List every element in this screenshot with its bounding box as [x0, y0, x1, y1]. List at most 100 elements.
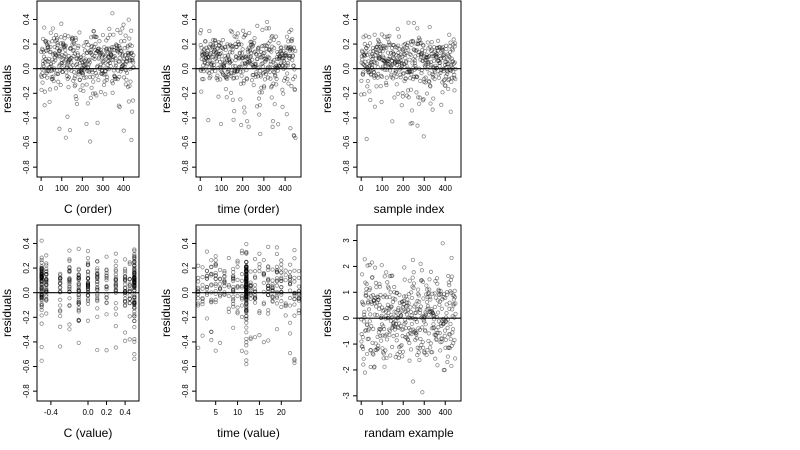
data-point — [39, 275, 44, 280]
data-point — [262, 56, 267, 62]
data-point — [266, 47, 271, 52]
data-point — [120, 59, 126, 64]
data-point — [253, 61, 258, 66]
data-point — [420, 390, 425, 395]
data-point — [200, 286, 205, 292]
data-point — [69, 37, 75, 42]
data-point — [374, 45, 380, 50]
x-tick-label: 0 — [359, 184, 364, 193]
data-point — [222, 45, 228, 50]
data-point — [204, 45, 209, 50]
data-point — [410, 61, 415, 66]
data-point — [40, 46, 45, 51]
data-point — [254, 52, 259, 57]
y-tick-label: -2 — [342, 366, 351, 374]
data-point — [104, 300, 109, 305]
data-point — [414, 75, 419, 80]
data-point — [211, 62, 217, 68]
data-point — [433, 63, 438, 68]
data-point — [228, 73, 233, 78]
data-point — [239, 272, 245, 277]
data-point — [432, 304, 438, 310]
data-point — [105, 35, 110, 41]
data-point — [132, 277, 137, 282]
data-point — [287, 303, 293, 308]
data-point — [418, 336, 423, 342]
data-point — [198, 31, 203, 36]
data-point — [439, 102, 444, 107]
data-point — [397, 46, 402, 52]
data-point — [205, 62, 210, 67]
data-point — [54, 32, 59, 38]
data-point — [244, 279, 249, 284]
data-point — [115, 27, 120, 33]
data-point — [219, 51, 224, 56]
data-point — [109, 79, 115, 84]
data-point — [201, 77, 206, 82]
data-point — [362, 257, 367, 262]
data-point — [276, 63, 282, 69]
data-point — [242, 54, 247, 59]
data-point — [446, 86, 451, 92]
data-point — [101, 59, 106, 64]
y-tick-label: -0.4 — [181, 110, 190, 124]
data-point — [51, 67, 57, 72]
data-point — [290, 53, 296, 58]
data-point — [422, 58, 428, 63]
data-point — [55, 43, 60, 48]
x-tick-label: 0.4 — [120, 408, 132, 417]
data-point — [383, 80, 389, 85]
data-point — [85, 276, 91, 281]
data-point — [76, 308, 81, 313]
data-point — [269, 49, 274, 54]
data-point — [264, 43, 269, 49]
data-point — [39, 283, 44, 288]
data-point — [213, 297, 218, 302]
data-point — [85, 293, 91, 298]
data-point — [123, 33, 128, 38]
data-point — [104, 77, 109, 83]
data-point — [247, 60, 252, 65]
data-point — [94, 34, 99, 40]
data-point — [402, 265, 407, 270]
data-point — [81, 43, 86, 48]
data-point — [405, 70, 410, 75]
data-point — [423, 80, 428, 85]
data-point — [50, 76, 55, 82]
data-point — [196, 263, 201, 268]
data-point — [123, 82, 128, 87]
data-point — [85, 263, 91, 268]
data-point — [400, 61, 405, 66]
data-point — [63, 52, 68, 57]
data-point — [39, 272, 44, 277]
data-point — [375, 75, 380, 80]
data-point — [128, 79, 133, 84]
data-point — [287, 29, 292, 34]
data-point — [79, 57, 84, 63]
data-point — [284, 45, 289, 51]
data-point — [39, 293, 44, 298]
data-point — [420, 325, 425, 330]
data-point — [76, 284, 81, 290]
data-point — [115, 48, 120, 53]
data-point — [209, 69, 215, 74]
scatter-points — [39, 11, 136, 144]
plot-frame — [195, 0, 302, 178]
data-point — [55, 41, 60, 46]
data-point — [132, 295, 137, 300]
data-point — [452, 88, 457, 93]
data-point — [453, 41, 458, 46]
data-point — [424, 91, 430, 96]
data-point — [259, 62, 264, 67]
data-point — [67, 303, 72, 308]
data-point — [359, 54, 364, 59]
data-point — [132, 281, 137, 286]
data-point — [400, 349, 406, 354]
data-point — [239, 55, 244, 60]
data-point — [39, 260, 44, 265]
data-point — [56, 64, 61, 69]
y-tick-label: -0.8 — [181, 160, 190, 174]
data-point — [394, 74, 399, 79]
data-point — [76, 72, 81, 77]
data-point — [113, 306, 118, 311]
